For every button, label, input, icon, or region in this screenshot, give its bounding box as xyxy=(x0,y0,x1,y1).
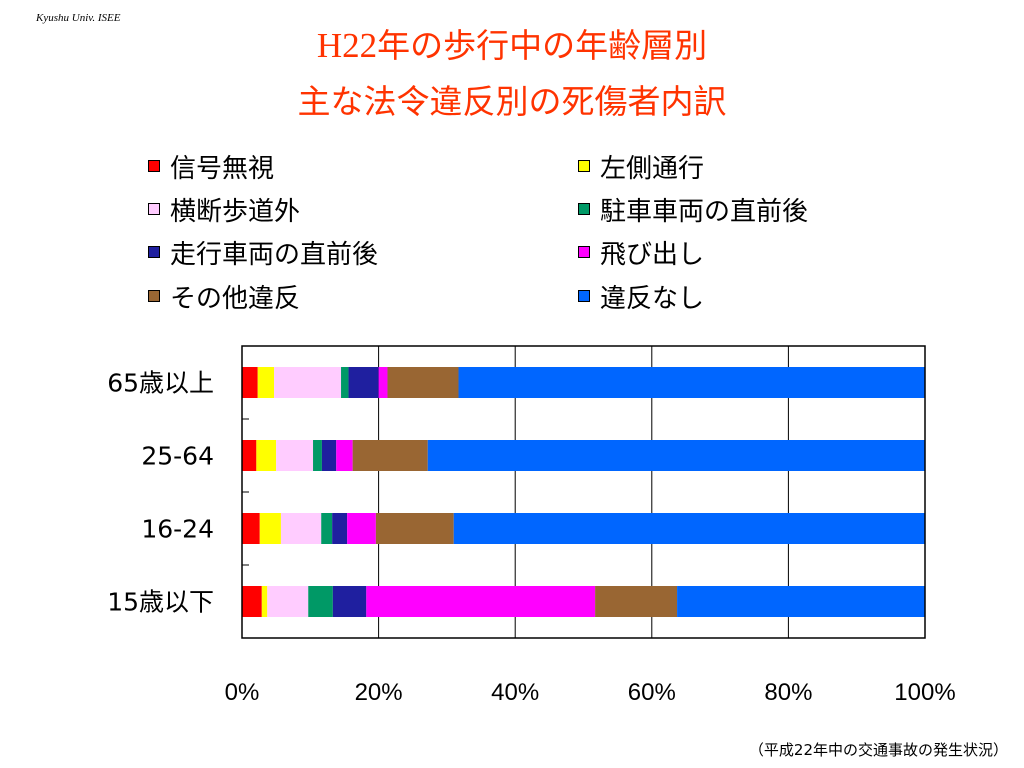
legend-item-outside-crosswalk: 横断歩道外 xyxy=(148,189,300,229)
bar-segment-signal-ignore xyxy=(242,513,260,544)
legend-label: 違反なし xyxy=(600,283,705,314)
plot-border xyxy=(241,345,926,639)
bar-segment-moving-vehicle xyxy=(332,513,348,544)
category-label: 16-24 xyxy=(141,515,214,544)
legend-label: 信号無視 xyxy=(170,153,275,184)
bar-segment-darting-out xyxy=(378,367,388,398)
bar-segment-parked-vehicle xyxy=(341,367,349,398)
bar-segment-parked-vehicle xyxy=(321,513,333,544)
legend-label: 横断歩道外 xyxy=(170,196,301,227)
legend-swatch xyxy=(578,246,590,258)
title-line1-text: 年の歩行中の年齢層別 xyxy=(377,26,708,65)
bar-segment-parked-vehicle xyxy=(308,586,333,617)
bar-segment-darting-out xyxy=(336,440,353,471)
bar-segment-parked-vehicle xyxy=(313,440,322,471)
bar-segment-darting-out xyxy=(366,586,596,617)
source-note: （平成22年中の交通事故の発生状況） xyxy=(748,741,1008,759)
bar-segment-left-side xyxy=(261,586,268,617)
bar-segment-other-violation xyxy=(352,440,428,471)
legend-item-darting-out: 飛び出し xyxy=(578,232,704,272)
bar-segment-outside-crosswalk xyxy=(274,367,342,398)
bar-segment-signal-ignore xyxy=(242,367,258,398)
legend-item-left-side-walking: 左側通行 xyxy=(578,146,704,186)
bar-segment-no-violation xyxy=(427,440,925,471)
legend-swatch xyxy=(578,203,590,215)
title-year-prefix: H22 xyxy=(316,26,378,65)
legend-label: その他違反 xyxy=(170,283,301,314)
x-tick-label: 100% xyxy=(894,679,955,706)
category-label: 15歳以下 xyxy=(107,588,214,617)
legend-label: 飛び出し xyxy=(600,239,705,270)
legend-label: 走行車両の直前後 xyxy=(170,239,379,270)
legend-item-parked-vehicle: 駐車車両の直前後 xyxy=(578,189,808,229)
legend-swatch xyxy=(148,160,160,172)
bar-segment-moving-vehicle xyxy=(321,440,337,471)
bar-segment-moving-vehicle xyxy=(348,367,379,398)
legend-swatch xyxy=(578,290,590,302)
bar-segment-left-side xyxy=(259,513,281,544)
legend-item-moving-vehicle: 走行車両の直前後 xyxy=(148,232,378,272)
bar-segment-outside-crosswalk xyxy=(267,586,309,617)
chart-legend: 信号無視 左側通行横断歩道外 駐車車両の直前後走行車両の直前後 飛び出しその他違反 違反… xyxy=(0,0,1024,320)
bar-segment-left-side xyxy=(256,440,277,471)
bar-segment-signal-ignore xyxy=(242,586,262,617)
x-tick-label: 60% xyxy=(628,679,676,706)
legend-label: 左側通行 xyxy=(600,153,705,184)
bar-segment-outside-crosswalk xyxy=(276,440,314,471)
credit-text: Kyushu Univ. ISEE xyxy=(36,12,121,24)
legend-swatch xyxy=(148,290,160,302)
bar-segment-outside-crosswalk xyxy=(280,513,322,544)
bar-segment-no-violation xyxy=(458,367,925,398)
category-label: 25-64 xyxy=(141,442,214,471)
category-label: 65歳以上 xyxy=(107,369,214,398)
bar-segment-moving-vehicle xyxy=(332,586,367,617)
legend-swatch xyxy=(148,203,160,215)
bar-segment-darting-out xyxy=(347,513,376,544)
legend-swatch xyxy=(148,246,160,258)
bar-segment-left-side xyxy=(257,367,275,398)
legend-swatch xyxy=(578,160,590,172)
legend-item-other-violation: その他違反 xyxy=(148,276,300,316)
legend-label: 駐車車両の直前後 xyxy=(600,196,809,227)
bar-segment-other-violation xyxy=(387,367,459,398)
bar-segment-no-violation xyxy=(677,586,925,617)
bar-segment-no-violation xyxy=(453,513,925,544)
chart-title-line1: H22年の歩行中の年齢層別 xyxy=(0,26,1024,66)
bar-segment-other-violation xyxy=(375,513,454,544)
chart-title-line2: 主な法令違反別の死傷者内訳 xyxy=(297,82,727,121)
bar-segment-signal-ignore xyxy=(242,440,257,471)
x-tick-label: 80% xyxy=(764,679,812,706)
legend-item-no-violation: 違反なし xyxy=(578,276,704,316)
x-tick-label: 0% xyxy=(225,679,260,706)
x-tick-label: 40% xyxy=(491,679,539,706)
legend-item-signal-ignore: 信号無視 xyxy=(148,146,274,186)
bar-segment-other-violation xyxy=(595,586,678,617)
x-tick-label: 20% xyxy=(355,679,403,706)
